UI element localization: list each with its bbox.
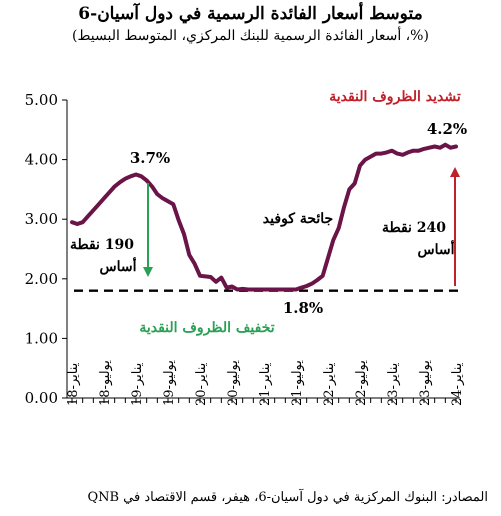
peak-value-label: 3.7% [130,149,170,167]
y-tick-label: 4.00 [25,151,58,169]
x-tick-label: يوليو-20 [226,360,241,406]
y-tick-label: 0.00 [25,389,58,407]
covid-label: جائحة كوفيد [263,211,333,227]
x-tick-label: يناير-23 [386,362,401,406]
x-tick-label: يوليو-23 [418,360,433,406]
easing-bp-unit: أساس [100,256,137,275]
y-tick-label: 3.00 [25,210,58,228]
tightening-label: تشديد الظروف النقدية [329,89,461,105]
policy-rate-line [70,142,458,292]
x-tick-label: يوليو-22 [354,360,369,406]
x-tick-label: يوليو-19 [162,360,177,406]
source-note: المصادر: البنوك المركزية في دول آسيان-6،… [87,490,488,505]
x-tick-label: يناير-21 [258,362,273,406]
y-tick-label: 1.00 [25,329,58,347]
tightening-bp-unit: أساس [418,239,455,258]
x-tick-label: يناير-19 [130,362,145,406]
last-value-label: 4.2% [427,120,467,138]
chart-title: متوسط أسعار الفائدة الرسمية في دول آسيان… [78,4,423,24]
easing-label: تخفيف الظروف النقدية [139,320,274,336]
chart-subtitle: (%، أسعار الفائدة الرسمية للبنك المركزي،… [72,28,429,44]
x-tick-label: يوليو-21 [290,360,305,406]
easing-bp-number: 190 نقطة [70,237,134,253]
x-tick-label: يوليو-18 [98,360,113,406]
x-tick-label: يناير-18 [66,362,81,406]
x-tick-label: يناير-22 [322,362,337,406]
x-tick-label: يناير-20 [194,362,209,406]
reference-value-label: 1.8% [283,299,323,317]
y-tick-label: 5.00 [25,91,58,109]
x-tick-label: يناير-24 [450,362,465,406]
tightening-bp-number: 240 نقطة [382,220,446,236]
y-tick-label: 2.00 [25,270,58,288]
